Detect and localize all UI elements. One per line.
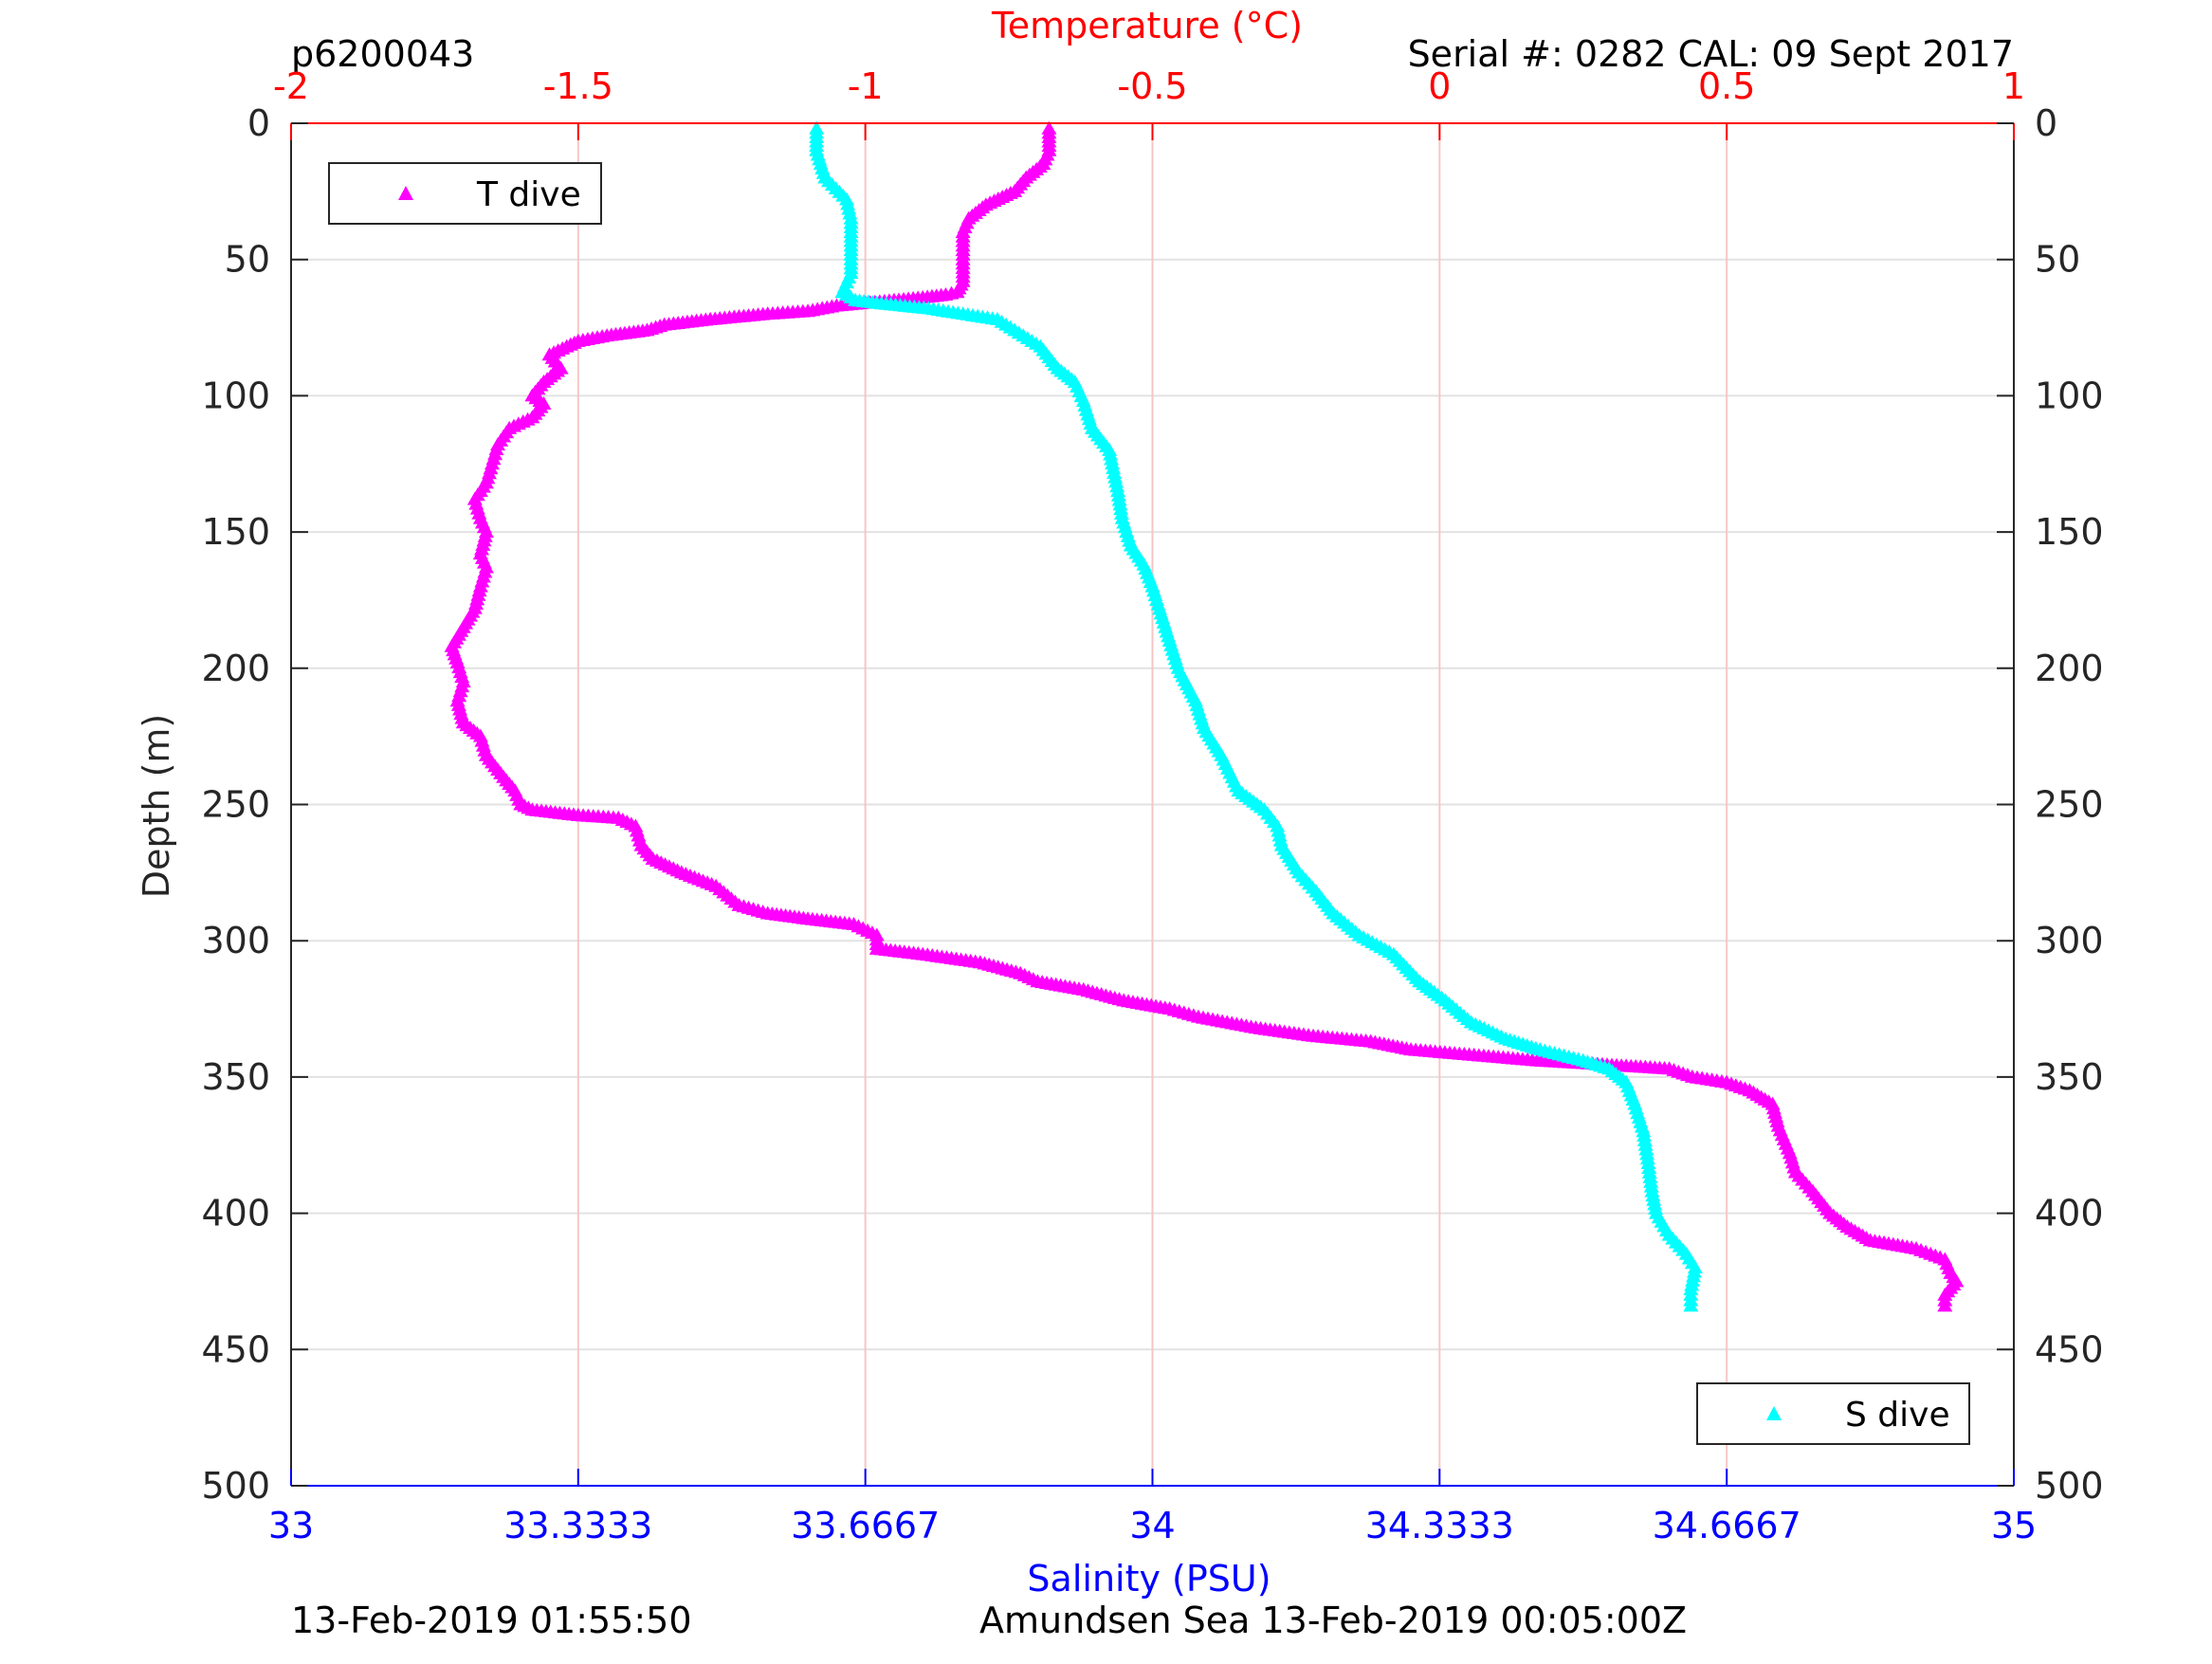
serial-cal-info: Serial #: 0282 CAL: 09 Sept 2017 — [1408, 33, 2014, 75]
temperature-tick-label: 0 — [1428, 65, 1451, 107]
depth-tick-label-right: 350 — [2035, 1056, 2104, 1098]
depth-tick-label-right: 400 — [2035, 1193, 2104, 1234]
temperature-tick-label: -0.5 — [1117, 65, 1187, 107]
legend-s-dive-box — [1696, 1382, 1970, 1445]
salinity-tick-label: 34.3333 — [1365, 1505, 1514, 1546]
depth-tick-label-left: 150 — [201, 511, 270, 553]
legend-s-dive: S dive — [1696, 1382, 1970, 1445]
footer-caption: Amundsen Sea 13-Feb-2019 00:05:00Z — [979, 1600, 1687, 1641]
salinity-tick-label: 33 — [268, 1505, 314, 1546]
temperature-axis-title: Temperature (°C) — [991, 5, 1303, 46]
depth-tick-label-left: 350 — [201, 1056, 270, 1098]
depth-tick-label-right: 100 — [2035, 375, 2104, 416]
depth-tick-label-left: 300 — [201, 920, 270, 961]
salinity-tick-label: 35 — [1991, 1505, 2037, 1546]
depth-tick-label-left: 100 — [201, 375, 270, 416]
depth-tick-label-left: 500 — [201, 1465, 270, 1507]
depth-tick-label-left: 400 — [201, 1193, 270, 1234]
temperature-tick-label: 0.5 — [1698, 65, 1755, 107]
depth-tick-label-right: 500 — [2035, 1465, 2104, 1507]
series-layer — [444, 120, 1965, 1312]
s-dive-point — [1683, 1298, 1699, 1312]
t-dive-point — [1937, 1298, 1953, 1312]
depth-tick-label-right: 300 — [2035, 920, 2104, 961]
footer-timestamp: 13-Feb-2019 01:55:50 — [291, 1600, 692, 1641]
profile-id: p6200043 — [291, 33, 474, 75]
legend-t-dive-box — [328, 162, 602, 225]
legend-s-dive-label: S dive — [1845, 1396, 1950, 1435]
temperature-tick-label: 1 — [2002, 65, 2025, 107]
salinity-tick-label: 33.3333 — [503, 1505, 652, 1546]
depth-tick-label-left: 200 — [201, 648, 270, 689]
salinity-tick-label: 34.6667 — [1653, 1505, 1801, 1546]
legend-t-dive-marker — [398, 186, 413, 200]
depth-tick-label-left: 50 — [225, 239, 270, 281]
depth-tick-label-right: 0 — [2035, 102, 2057, 144]
salinity-tick-label: 34 — [1129, 1505, 1175, 1546]
salinity-axis-title: Salinity (PSU) — [1027, 1558, 1271, 1600]
temperature-tick-label: -1.5 — [543, 65, 613, 107]
depth-tick-label-right: 250 — [2035, 784, 2104, 826]
temperature-tick-label: -1 — [848, 65, 884, 107]
salinity-tick-label: 33.6667 — [791, 1505, 940, 1546]
depth-axis-title: Depth (m) — [136, 714, 177, 899]
depth-tick-label-right: 200 — [2035, 648, 2104, 689]
depth-tick-label-left: 450 — [201, 1328, 270, 1370]
axes-layer: -2 -1.5 -1 -0.5 0 0.5 1 33 33.3333 33.6667 34 34.33… — [201, 65, 2103, 1546]
legend-s-dive-marker — [1766, 1406, 1782, 1420]
depth-tick-label-right: 50 — [2035, 239, 2080, 281]
depth-tick-label-left: 250 — [201, 784, 270, 826]
depth-tick-label-right: 450 — [2035, 1328, 2104, 1370]
depth-tick-label-right: 150 — [2035, 511, 2104, 553]
legend-t-dive: T dive — [328, 162, 602, 225]
temperature-tick-label: -2 — [273, 65, 309, 107]
legend-t-dive-label: T dive — [476, 175, 581, 214]
grid-layer — [290, 122, 2015, 1487]
depth-tick-label-left: 0 — [247, 102, 270, 144]
